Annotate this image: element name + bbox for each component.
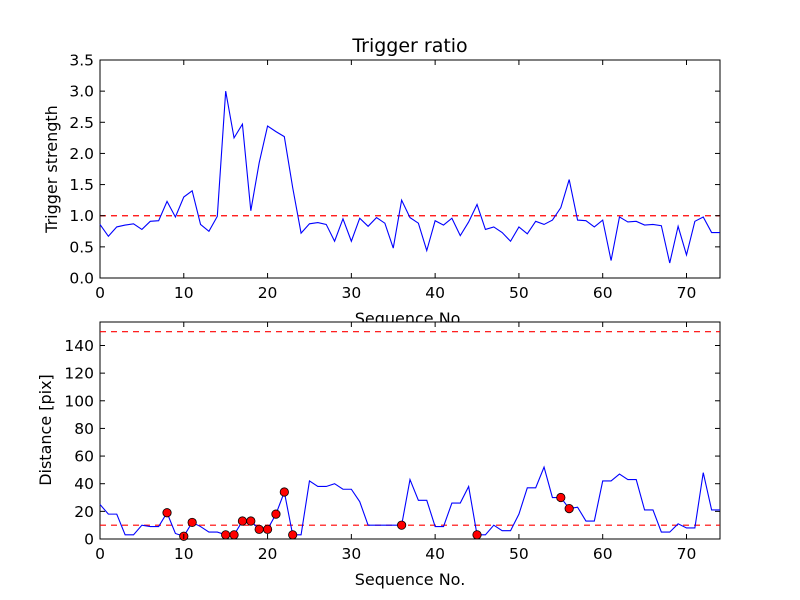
bottom-plot-highlight-point xyxy=(556,492,566,503)
bottom-plot-frame xyxy=(99,321,721,540)
bottom-plot-xlabel: Sequence No. xyxy=(355,570,466,589)
bottom-plot-x-tick-label: 60 xyxy=(593,545,613,563)
top-plot-y-tick-label: 1.5 xyxy=(69,176,94,194)
bottom-plot-series-line xyxy=(99,465,720,537)
bottom-plot-highlight-point xyxy=(271,509,281,519)
top-plot-x-tick-label: 0 xyxy=(95,284,105,302)
bottom-plot-highlight-point xyxy=(162,508,172,518)
bottom-plot-y-tick-label: 140 xyxy=(64,337,94,355)
bottom-plot-highlight-point xyxy=(472,530,482,540)
top-plot-y-tick-label: 0.0 xyxy=(69,270,94,288)
top-plot-y-tick-label: 2.5 xyxy=(69,114,94,132)
bottom-plot-highlight-point xyxy=(229,530,239,540)
bottom-plot-highlight-point xyxy=(279,487,289,497)
bottom-plot-ticks: 0 10 20 30 40 50 60 70 0 20 40 60 80 100 120 140 xyxy=(64,322,720,563)
top-plot-y-tick-label: 3.5 xyxy=(69,52,94,70)
bottom-plot-x-tick-label: 20 xyxy=(258,545,278,563)
bottom-plot-x-tick-label: 30 xyxy=(341,545,361,563)
top-plot-y-tick-label: 2.0 xyxy=(69,145,94,163)
bottom-plot-highlight-point xyxy=(397,520,407,530)
bottom-plot: 0 10 20 30 40 50 60 70 0 20 40 60 80 100 120 140 Sequen… xyxy=(36,321,721,589)
bottom-plot-highlight-point xyxy=(237,516,248,526)
top-plot-x-tick-label: 40 xyxy=(425,284,445,302)
bottom-plot-highlight-point xyxy=(564,503,574,514)
top-plot-y-tick-label: 0.5 xyxy=(69,238,94,256)
bottom-plot-y-tick-label: 80 xyxy=(74,420,94,438)
bottom-plot-x-tick-label: 0 xyxy=(95,545,105,563)
bottom-plot-x-tick-label: 40 xyxy=(425,545,445,563)
top-plot-x-tick-label: 20 xyxy=(258,284,278,302)
bottom-plot-x-tick-label: 50 xyxy=(509,545,529,563)
bottom-plot-highlight-point xyxy=(246,516,256,526)
bottom-plot-highlight-point xyxy=(262,524,273,534)
bottom-plot-y-tick-label: 0 xyxy=(84,531,94,549)
bottom-plot-ylabel: Distance [pix] xyxy=(36,374,55,486)
bottom-plot-x-tick-label: 10 xyxy=(174,545,194,563)
bottom-plot-y-tick-label: 120 xyxy=(64,365,94,383)
bottom-plot-x-tick-label: 70 xyxy=(677,545,697,563)
top-plot-x-tick-label: 60 xyxy=(593,284,613,302)
bottom-plot-y-tick-label: 100 xyxy=(64,392,94,410)
bottom-plot-highlight-point xyxy=(254,524,264,534)
bottom-plot-marks xyxy=(99,331,720,541)
top-plot-frame xyxy=(99,59,721,279)
top-plot-x-tick-label: 30 xyxy=(341,284,361,302)
top-plot-y-tick-label: 1.0 xyxy=(69,207,94,225)
bottom-plot-y-tick-label: 40 xyxy=(74,475,94,493)
top-plot-x-tick-label: 50 xyxy=(509,284,529,302)
bottom-plot-y-tick-label: 20 xyxy=(74,503,94,521)
top-plot-x-tick-label: 70 xyxy=(677,284,697,302)
bottom-plot-highlight-point xyxy=(221,530,231,540)
bottom-plot-highlight-point xyxy=(288,530,298,540)
top-plot-ylabel: Trigger strength xyxy=(42,105,61,234)
top-plot-series-line xyxy=(99,91,720,264)
top-plot-title: Trigger ratio xyxy=(351,35,467,57)
bottom-plot-highlight-point xyxy=(187,517,197,528)
top-plot-y-tick-label: 3.0 xyxy=(69,83,94,101)
top-plot-x-tick-label: 10 xyxy=(174,284,194,302)
bottom-plot-y-tick-label: 60 xyxy=(74,448,94,466)
top-plot-marks xyxy=(99,91,720,264)
top-plot: Trigger ratio 0 10 20 30 40 50 60 70 0.0 0.5 1.0 1.… xyxy=(42,35,721,328)
top-plot-ticks: 0 10 20 30 40 50 60 70 0.0 0.5 1.0 1.5 2.0 2.5 3.0 3.5 xyxy=(69,52,720,302)
